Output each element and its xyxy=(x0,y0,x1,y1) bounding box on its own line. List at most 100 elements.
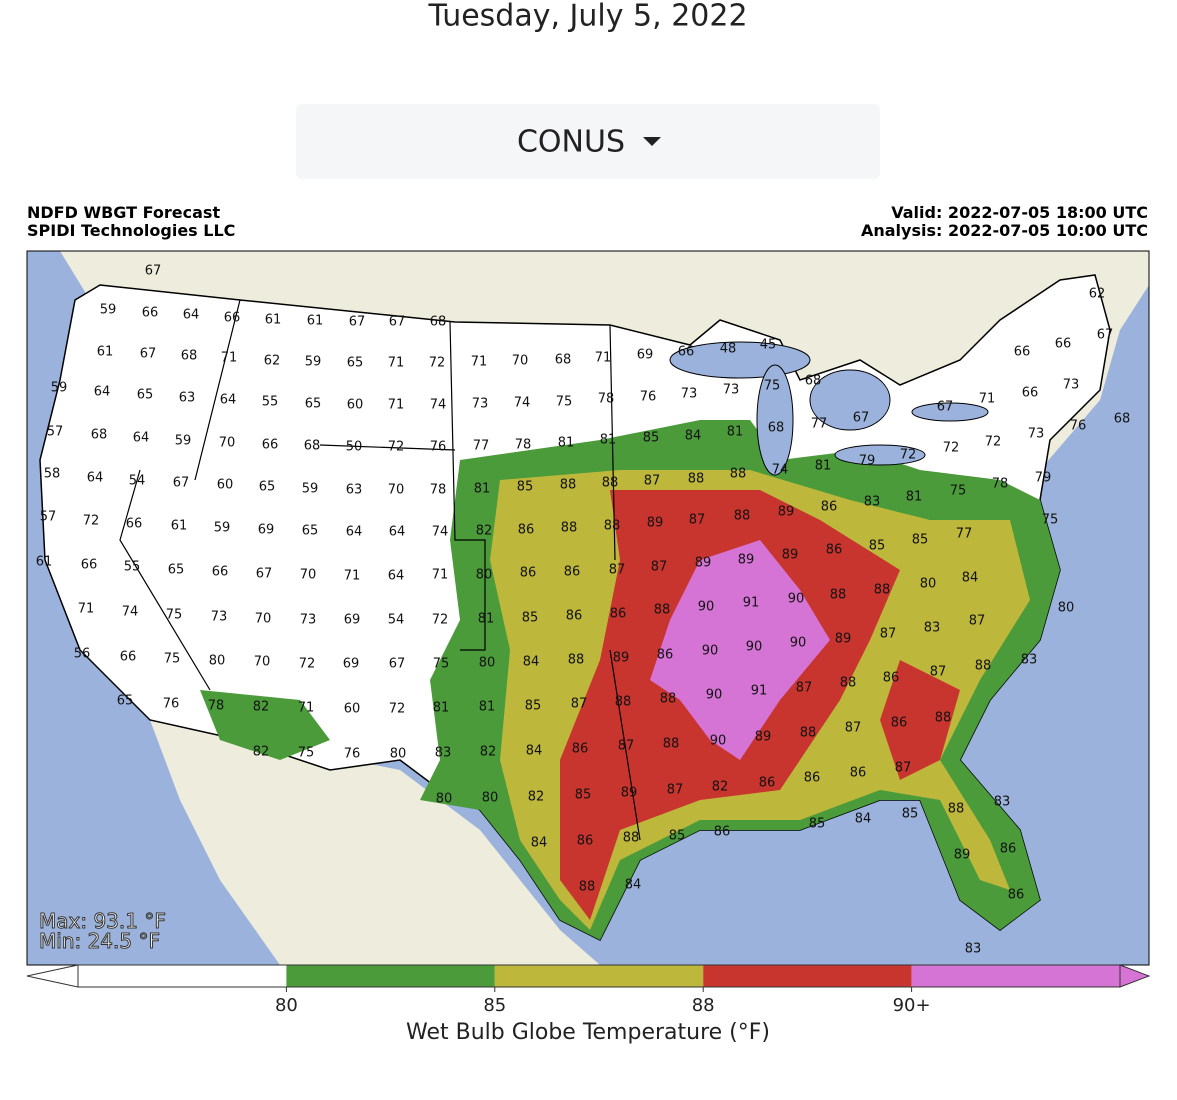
station-value: 85 xyxy=(575,788,592,803)
station-value: 88 xyxy=(730,467,747,482)
station-value: 58 xyxy=(44,467,61,482)
station-value: 87 xyxy=(571,697,588,712)
station-value: 86 xyxy=(610,607,627,622)
station-value: 90 xyxy=(790,636,807,651)
station-value: 66 xyxy=(262,438,279,453)
station-value: 66 xyxy=(120,650,137,665)
station-value: 76 xyxy=(430,440,447,455)
region-dropdown[interactable] xyxy=(296,104,880,179)
station-value: 54 xyxy=(129,474,146,489)
station-value: 89 xyxy=(954,848,971,863)
station-value: 66 xyxy=(126,517,143,532)
station-value: 67 xyxy=(173,476,190,491)
dropdown-caret[interactable] xyxy=(643,137,661,146)
station-value: 83 xyxy=(924,621,941,636)
mexico xyxy=(150,720,600,965)
station-value: 86 xyxy=(891,716,908,731)
station-value: 61 xyxy=(307,314,324,329)
dropdown-label[interactable]: CONUS xyxy=(517,125,625,160)
station-value: 84 xyxy=(685,429,702,444)
station-value: 79 xyxy=(859,454,876,469)
station-value: 65 xyxy=(347,356,364,371)
station-value: 88 xyxy=(560,478,577,493)
station-value: 84 xyxy=(526,744,543,759)
station-value: 89 xyxy=(621,786,638,801)
station-value: 54 xyxy=(388,613,405,628)
station-value: 79 xyxy=(1035,471,1052,486)
station-value: 71 xyxy=(221,351,238,366)
station-value: 50 xyxy=(346,440,363,455)
station-value: 80 xyxy=(436,792,453,807)
station-value: 87 xyxy=(845,721,862,736)
station-value: 66 xyxy=(224,311,241,326)
station-value: 86 xyxy=(577,834,594,849)
station-value: 80 xyxy=(920,577,937,592)
station-value: 77 xyxy=(811,417,828,432)
station-value: 75 xyxy=(298,746,315,761)
station-value: 90 xyxy=(702,644,719,659)
station-value: 88 xyxy=(830,588,847,603)
station-value: 82 xyxy=(253,700,270,715)
colorbar: 80 85 88 90+ xyxy=(26,964,1151,1016)
station-value: 91 xyxy=(743,596,760,611)
station-value: 65 xyxy=(137,388,154,403)
station-value: 67 xyxy=(1097,328,1114,343)
station-value: 65 xyxy=(305,397,322,412)
station-value: 85 xyxy=(643,431,660,446)
station-value: 74 xyxy=(430,398,447,413)
station-value: 86 xyxy=(566,609,583,624)
station-value: 86 xyxy=(714,825,731,840)
station-value: 73 xyxy=(723,383,740,398)
station-value: 87 xyxy=(618,739,635,754)
station-value: 88 xyxy=(874,583,891,598)
zone-90-plus xyxy=(650,540,830,760)
station-value: 89 xyxy=(647,516,664,531)
station-value: 75 xyxy=(164,652,181,667)
station-value: 84 xyxy=(531,836,548,851)
station-value: 70 xyxy=(219,436,236,451)
station-value: 78 xyxy=(515,438,532,453)
zone-88-90-se xyxy=(880,660,960,780)
station-value: 59 xyxy=(302,482,319,497)
station-value: 76 xyxy=(163,697,180,712)
station-value: 88 xyxy=(579,880,596,895)
station-value: 85 xyxy=(912,533,929,548)
station-value: 67 xyxy=(937,400,954,415)
station-value: 86 xyxy=(520,566,537,581)
station-value: 71 xyxy=(388,356,405,371)
station-value: 68 xyxy=(91,428,108,443)
station-value: 86 xyxy=(572,742,589,757)
station-value: 81 xyxy=(433,701,450,716)
station-value: 72 xyxy=(985,435,1002,450)
station-value: 70 xyxy=(388,483,405,498)
station-value: 72 xyxy=(83,514,100,529)
colorbar-segment xyxy=(78,965,287,987)
station-value: 86 xyxy=(657,648,674,663)
station-value: 64 xyxy=(183,308,200,323)
station-value: 90 xyxy=(746,640,763,655)
station-value: 80 xyxy=(390,747,407,762)
station-value: 85 xyxy=(522,611,539,626)
station-value: 85 xyxy=(869,539,886,554)
station-value: 85 xyxy=(525,699,542,714)
station-value: 78 xyxy=(992,477,1009,492)
station-value: 82 xyxy=(476,524,493,539)
station-value: 77 xyxy=(473,439,490,454)
state-borders xyxy=(119,299,641,841)
colorbar-tick-label: 85 xyxy=(483,995,506,1016)
station-value: 68 xyxy=(555,353,572,368)
station-value: 60 xyxy=(217,478,234,493)
min-value: Min: 24.5 °F xyxy=(39,929,160,953)
station-value: 87 xyxy=(644,474,661,489)
station-value: 85 xyxy=(902,807,919,822)
station-value: 86 xyxy=(883,671,900,686)
colorbar-tick-label: 90+ xyxy=(893,995,931,1016)
colorbar-segment xyxy=(286,965,495,987)
station-value: 89 xyxy=(778,505,795,520)
station-value: 84 xyxy=(523,655,540,670)
station-value: 91 xyxy=(751,684,768,699)
station-value: 80 xyxy=(1058,601,1075,616)
station-value: 89 xyxy=(782,548,799,563)
station-value: 81 xyxy=(727,425,744,440)
station-value: 90 xyxy=(788,592,805,607)
